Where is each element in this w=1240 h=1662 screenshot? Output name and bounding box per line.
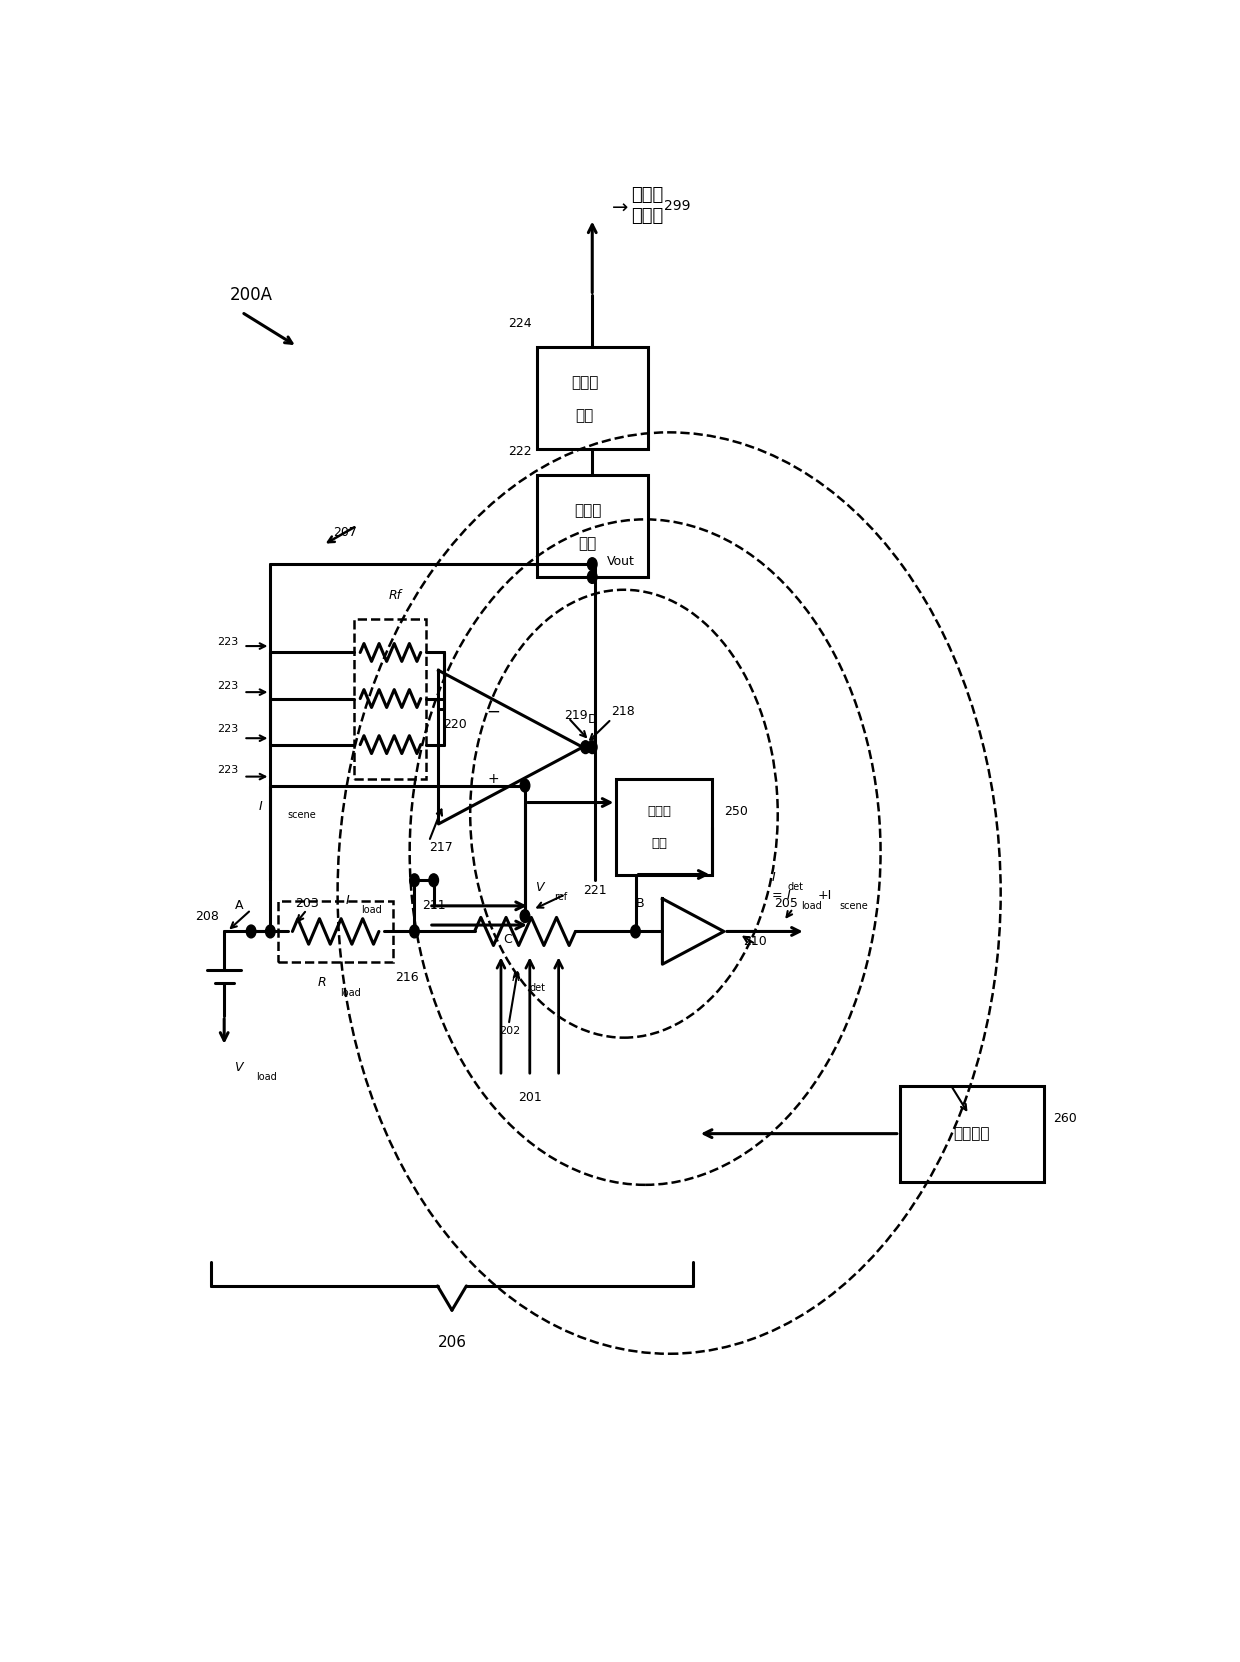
Text: I: I bbox=[773, 871, 776, 884]
Text: −: − bbox=[486, 703, 500, 720]
Text: 208: 208 bbox=[196, 909, 219, 922]
Circle shape bbox=[409, 874, 419, 886]
Bar bbox=[616, 778, 712, 874]
Circle shape bbox=[588, 558, 596, 570]
Text: ref: ref bbox=[554, 892, 567, 902]
Text: 299: 299 bbox=[665, 199, 691, 213]
Text: 波器: 波器 bbox=[578, 537, 596, 552]
Text: 206: 206 bbox=[438, 1335, 466, 1350]
Text: I: I bbox=[259, 799, 263, 813]
Text: det: det bbox=[787, 881, 804, 891]
Bar bbox=[900, 1085, 1044, 1182]
Circle shape bbox=[265, 926, 275, 937]
Text: load: load bbox=[341, 987, 361, 997]
Text: 低通滤: 低通滤 bbox=[574, 504, 601, 519]
Text: 224: 224 bbox=[508, 317, 532, 331]
Text: 保持: 保持 bbox=[575, 409, 594, 424]
Text: V: V bbox=[234, 1060, 242, 1074]
Circle shape bbox=[521, 909, 529, 922]
Circle shape bbox=[247, 926, 255, 937]
Text: scene: scene bbox=[839, 901, 868, 911]
Text: 223: 223 bbox=[217, 765, 239, 774]
Text: 220: 220 bbox=[444, 718, 467, 731]
Text: +: + bbox=[487, 773, 498, 786]
Text: 205: 205 bbox=[775, 897, 799, 909]
Text: 223: 223 bbox=[217, 725, 239, 735]
Text: load: load bbox=[255, 1072, 277, 1082]
Text: R: R bbox=[512, 971, 521, 984]
Text: 压源: 压源 bbox=[651, 836, 667, 849]
Bar bbox=[537, 475, 647, 577]
Text: 218: 218 bbox=[611, 705, 635, 718]
Text: R: R bbox=[317, 976, 326, 989]
Text: 202: 202 bbox=[498, 1025, 521, 1037]
Text: 偏移调节: 偏移调节 bbox=[954, 1127, 990, 1142]
Circle shape bbox=[588, 741, 596, 753]
Text: 200A: 200A bbox=[229, 286, 273, 304]
Circle shape bbox=[429, 874, 439, 886]
Bar bbox=[537, 347, 647, 449]
Text: +I: +I bbox=[818, 889, 832, 902]
Text: 201: 201 bbox=[518, 1092, 542, 1104]
Text: I: I bbox=[786, 889, 790, 902]
Text: 260: 260 bbox=[1054, 1112, 1078, 1125]
Text: B: B bbox=[636, 897, 645, 909]
Circle shape bbox=[631, 926, 640, 937]
Bar bbox=[355, 618, 427, 778]
Text: 210: 210 bbox=[743, 936, 766, 949]
Text: Vout: Vout bbox=[606, 555, 635, 568]
Text: load: load bbox=[801, 901, 822, 911]
Text: 223: 223 bbox=[217, 637, 239, 647]
Text: 217: 217 bbox=[429, 841, 453, 854]
Text: 203: 203 bbox=[295, 897, 319, 909]
Text: I: I bbox=[345, 894, 348, 907]
Text: 223: 223 bbox=[217, 681, 239, 691]
Text: 207: 207 bbox=[332, 525, 357, 538]
Text: 250: 250 bbox=[724, 804, 748, 818]
Text: 采样和: 采样和 bbox=[570, 376, 598, 391]
Text: 模拟输
出信号: 模拟输 出信号 bbox=[631, 186, 663, 224]
Text: 219: 219 bbox=[564, 708, 588, 721]
Text: →: → bbox=[611, 199, 627, 218]
Text: det: det bbox=[529, 982, 546, 992]
Text: 221: 221 bbox=[583, 884, 606, 897]
Text: 211: 211 bbox=[422, 899, 446, 912]
Text: 222: 222 bbox=[508, 445, 532, 459]
Text: scene: scene bbox=[288, 809, 316, 819]
Text: 216: 216 bbox=[396, 971, 419, 984]
Text: V: V bbox=[534, 881, 543, 894]
Circle shape bbox=[580, 741, 590, 753]
Bar bbox=[278, 901, 393, 962]
Text: D: D bbox=[588, 713, 598, 726]
Text: =: = bbox=[773, 889, 782, 902]
Circle shape bbox=[521, 779, 529, 793]
Circle shape bbox=[409, 926, 419, 937]
Text: load: load bbox=[362, 904, 382, 914]
Text: C: C bbox=[503, 932, 512, 946]
Text: Rf: Rf bbox=[389, 588, 402, 602]
Circle shape bbox=[588, 570, 596, 583]
Text: A: A bbox=[236, 899, 244, 912]
Text: 可变电: 可变电 bbox=[647, 804, 672, 818]
